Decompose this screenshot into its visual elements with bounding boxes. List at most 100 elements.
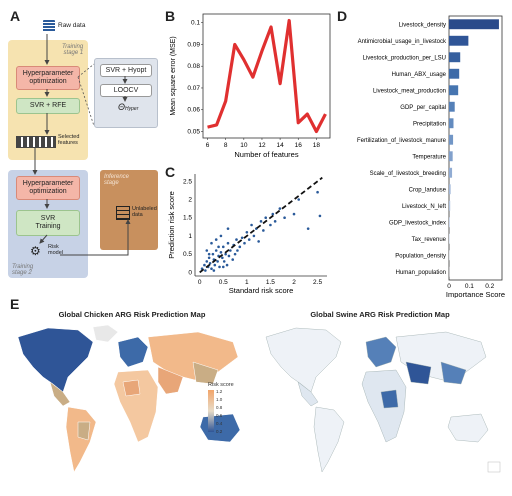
importance-bar bbox=[449, 184, 451, 195]
y-tick-label: 2 bbox=[188, 197, 192, 204]
x-axis-label: Standard risk score bbox=[229, 286, 294, 295]
x-tick-label: 2.5 bbox=[313, 279, 322, 286]
y-tick-label: 0.5 bbox=[183, 251, 192, 258]
scatter-point bbox=[252, 234, 256, 238]
scatter-point bbox=[318, 214, 322, 218]
importance-bar bbox=[449, 118, 454, 129]
legend-tick-label: 1.0 bbox=[216, 397, 223, 402]
fit-line bbox=[199, 176, 323, 274]
y-tick-label: 0.1 bbox=[191, 20, 200, 27]
legend-tick-label: 0.8 bbox=[216, 405, 223, 410]
category-label: Livestock_density bbox=[399, 22, 446, 28]
hyperparameter-optimization-box-2: Hyperparameter optimization bbox=[16, 176, 80, 200]
x-tick-label: 18 bbox=[313, 142, 321, 149]
panel-label-a: A bbox=[10, 8, 21, 24]
raw-data-label: Raw data bbox=[58, 22, 86, 29]
scatter-point bbox=[205, 249, 209, 252]
scatter-point bbox=[226, 241, 230, 245]
x-tick-label: 16 bbox=[295, 142, 303, 149]
theta-hyper-label: ΘHyper bbox=[118, 102, 139, 112]
scatter-point bbox=[278, 207, 282, 210]
scatter-point bbox=[264, 216, 268, 220]
x-tick-label: 0 bbox=[198, 279, 202, 286]
x-tick-label: 6 bbox=[206, 142, 210, 149]
y-tick-label: 0.08 bbox=[187, 63, 200, 70]
scatter-point bbox=[219, 251, 223, 254]
chart-b-mse: 6 8 10 12 14 16 18 0.05 0.06 0.07 0.08 0.09 0.1 Numbe… bbox=[170, 13, 331, 159]
scatter-point bbox=[211, 252, 215, 256]
importance-bar bbox=[449, 134, 454, 145]
y-axis-label: Mean square error (MSE) bbox=[170, 36, 177, 115]
scatter-point bbox=[247, 238, 251, 241]
scatter-point bbox=[233, 252, 237, 256]
scatter-point bbox=[216, 260, 219, 263]
chicken-risk-map: Risk score 1.2 1.0 0.8 0.6 0.4 0.2 bbox=[8, 322, 252, 480]
importance-bar bbox=[449, 167, 453, 178]
hyperparameter-optimization-box-1: Hyperparameter optimization bbox=[16, 66, 80, 90]
scatter-point bbox=[283, 216, 286, 220]
category-label: Population_density bbox=[395, 253, 446, 259]
importance-bar bbox=[449, 85, 459, 96]
scatter-point bbox=[217, 245, 220, 249]
scatter-point bbox=[243, 241, 246, 245]
scatter-point bbox=[257, 240, 260, 243]
category-label: Crop_landuse bbox=[409, 187, 447, 193]
category-label: Livestock_meat_production bbox=[373, 88, 446, 94]
scatter-point bbox=[227, 254, 231, 258]
scatter-point bbox=[235, 238, 238, 241]
x-tick-label: 0.2 bbox=[485, 283, 494, 290]
flow-arrows bbox=[32, 34, 131, 256]
scatter-point bbox=[240, 236, 244, 240]
category-label: Human_population bbox=[396, 270, 446, 276]
swine-risk-map bbox=[256, 322, 504, 480]
scatter-point bbox=[306, 227, 310, 230]
scatter-point bbox=[238, 245, 242, 249]
category-label: GDP_per_capital bbox=[400, 105, 446, 111]
scatter-point bbox=[292, 212, 296, 216]
importance-bar bbox=[449, 151, 453, 162]
table-icon bbox=[116, 206, 130, 220]
importance-bar bbox=[449, 101, 455, 112]
y-tick-label: 0.06 bbox=[187, 107, 200, 114]
scatter-point bbox=[269, 223, 272, 227]
scatter-point bbox=[297, 198, 301, 201]
risk-model-label: Risk model bbox=[48, 244, 63, 257]
scatter-point bbox=[316, 190, 319, 194]
swine-map-title: Global Swine ARG Risk Prediction Map bbox=[310, 310, 450, 319]
scatter-point bbox=[204, 269, 207, 272]
category-label: GDP_livestock_index bbox=[389, 220, 446, 226]
scatter-point bbox=[205, 260, 209, 263]
category-label: Temperature bbox=[412, 154, 446, 160]
training-stage-2-label: Training stage 2 bbox=[12, 264, 34, 276]
legend-tick-label: 0.6 bbox=[216, 413, 223, 418]
scatter-point bbox=[210, 267, 213, 271]
scatter-point bbox=[271, 212, 275, 216]
training-stage-1-label: Training stage 1 bbox=[62, 44, 84, 56]
scatter-point bbox=[226, 227, 230, 230]
y-tick-label: 0.05 bbox=[187, 128, 200, 135]
scatter-point bbox=[207, 256, 211, 260]
category-label: Fertilization_of_livestock_manure bbox=[357, 138, 447, 144]
scatter-point bbox=[218, 265, 221, 269]
database-icon bbox=[43, 20, 55, 32]
scatter-point bbox=[210, 241, 213, 245]
importance-bar bbox=[449, 52, 461, 63]
category-label: Livestock_production_per_LSU bbox=[363, 55, 446, 61]
category-label: Scale_of_livestock_breeding bbox=[370, 171, 446, 177]
scatter-point bbox=[221, 245, 225, 249]
scatter-point bbox=[273, 220, 277, 223]
scatter-point bbox=[224, 252, 227, 256]
risk-model-icon: ⚙ bbox=[30, 244, 41, 258]
x-tick-label: 14 bbox=[276, 142, 284, 149]
chicken-map-title: Global Chicken ARG Risk Prediction Map bbox=[58, 310, 206, 319]
panel-label-b: B bbox=[165, 8, 176, 24]
x-tick-label: 0.1 bbox=[465, 283, 474, 290]
svr-training-box: SVR Training bbox=[16, 210, 80, 236]
chart-c-scatter: 0 0.5 1 1.5 2 2.5 0 0.5 1 1.5 2 2.5 Standard risk sc… bbox=[167, 174, 327, 295]
category-label: Human_ABX_usage bbox=[392, 72, 447, 78]
x-tick-label: 0.5 bbox=[219, 279, 228, 286]
x-axis-label: Importance Score bbox=[446, 290, 505, 298]
scatter-point bbox=[222, 260, 226, 263]
scatter-point bbox=[231, 258, 235, 261]
legend-tick-label: 0.4 bbox=[216, 421, 223, 426]
